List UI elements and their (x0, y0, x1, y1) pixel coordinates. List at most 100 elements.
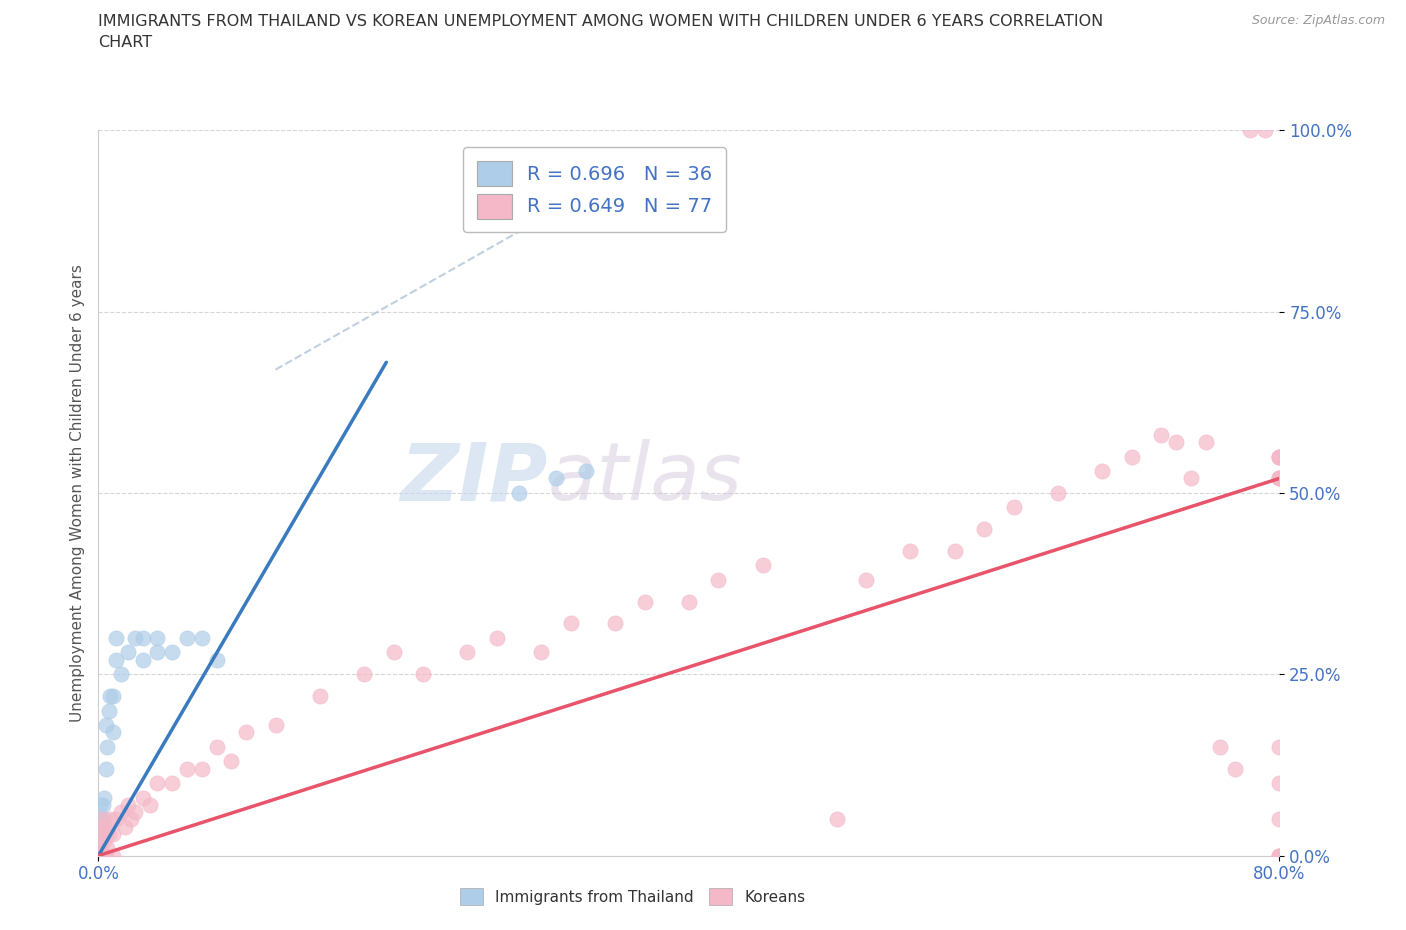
Text: ZIP: ZIP (399, 439, 547, 517)
Point (94, 718, 117, 733)
Point (205, 652, 228, 667)
Point (1239, 123, 1261, 138)
Point (1268, 449, 1291, 464)
Point (93, 848, 115, 863)
Point (89, 848, 111, 863)
Point (1268, 812, 1291, 827)
Point (1268, 471, 1291, 485)
Point (544, 471, 567, 485)
Point (132, 631, 155, 645)
Point (94, 827, 117, 842)
Y-axis label: Unemployment Among Women with Children Under 6 years: Unemployment Among Women with Children U… (69, 264, 84, 722)
Point (900, 543, 922, 558)
Point (114, 819, 136, 834)
Point (94, 761, 117, 776)
Point (1002, 500, 1025, 515)
Point (1150, 428, 1173, 443)
Point (1091, 464, 1114, 479)
Point (751, 558, 773, 573)
Point (486, 631, 509, 645)
Legend: R = 0.696   N = 36, R = 0.649   N = 77: R = 0.696 N = 36, R = 0.649 N = 77 (463, 147, 725, 232)
Point (508, 485, 530, 500)
Point (105, 812, 128, 827)
Point (191, 631, 214, 645)
Point (943, 543, 966, 558)
Point (530, 645, 553, 660)
Point (96, 739, 118, 754)
Point (89, 841, 111, 856)
Point (94, 848, 117, 863)
Point (162, 645, 183, 660)
Point (89, 848, 111, 863)
Point (1268, 776, 1291, 790)
Point (1268, 449, 1291, 464)
Point (98, 812, 121, 827)
Point (139, 797, 162, 812)
Point (678, 594, 700, 609)
Point (382, 645, 405, 660)
Point (1195, 434, 1218, 449)
Point (89, 833, 111, 848)
Point (1268, 848, 1291, 863)
Point (1268, 449, 1291, 464)
Point (1121, 449, 1143, 464)
Point (124, 804, 146, 819)
Point (91, 819, 114, 834)
Point (89, 848, 111, 863)
Point (973, 522, 995, 537)
Point (235, 724, 257, 739)
Point (117, 797, 139, 812)
Point (91, 797, 114, 812)
Point (89, 819, 111, 834)
Point (205, 739, 228, 754)
Point (97, 827, 120, 842)
Point (90, 848, 112, 863)
Point (89, 833, 111, 848)
Point (309, 688, 332, 703)
Point (633, 594, 655, 609)
Point (103, 688, 125, 703)
Point (353, 667, 375, 682)
Point (89, 797, 111, 812)
Point (96, 841, 118, 856)
Point (124, 631, 146, 645)
Point (855, 573, 877, 588)
Point (89, 841, 111, 856)
Point (90, 848, 112, 863)
Point (90, 812, 112, 827)
Text: atlas: atlas (547, 439, 742, 517)
Point (1268, 848, 1291, 863)
Point (1209, 739, 1232, 754)
Point (89, 812, 111, 827)
Point (456, 645, 478, 660)
Point (1268, 848, 1291, 863)
Point (105, 652, 128, 667)
Point (120, 812, 142, 827)
Point (412, 667, 434, 682)
Point (93, 833, 115, 848)
Point (176, 761, 198, 776)
Point (1268, 471, 1291, 485)
Point (117, 645, 139, 660)
Text: CHART: CHART (98, 35, 152, 50)
Point (605, 616, 627, 631)
Point (1268, 739, 1291, 754)
Point (1180, 471, 1202, 485)
Point (219, 754, 242, 769)
Point (93, 812, 115, 827)
Point (1164, 434, 1187, 449)
Point (191, 761, 214, 776)
Point (1046, 485, 1069, 500)
Point (110, 804, 132, 819)
Point (146, 631, 169, 645)
Point (1254, 123, 1277, 138)
Point (176, 631, 198, 645)
Point (162, 776, 183, 790)
Point (105, 631, 128, 645)
Point (90, 833, 112, 848)
Point (91, 819, 114, 834)
Point (264, 718, 287, 733)
Point (97, 703, 120, 718)
Legend: Immigrants from Thailand, Koreans: Immigrants from Thailand, Koreans (453, 880, 813, 913)
Point (560, 616, 582, 631)
